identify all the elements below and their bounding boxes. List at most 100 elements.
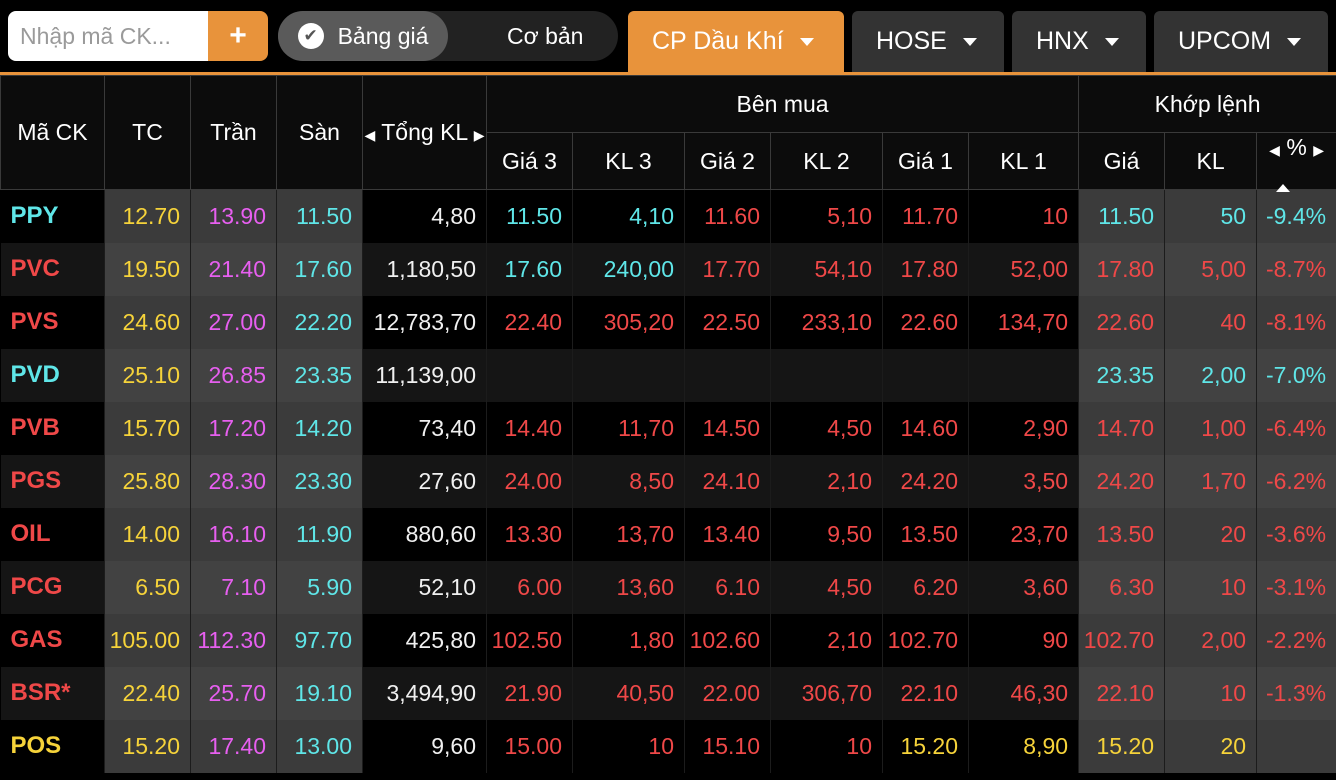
header-floor[interactable]: Sàn (276, 75, 363, 190)
ceiling-price-cell: 28.30 (190, 454, 277, 508)
total-volume-cell: 27,60 (362, 454, 487, 508)
chevron-right-icon[interactable]: ▶ (1313, 142, 1324, 158)
mode-price-board-button[interactable]: ✔ Bảng giá (278, 11, 448, 61)
bid-volume-3-cell: 4,10 (572, 189, 685, 243)
header-symbol[interactable]: Mã CK (0, 75, 105, 190)
floor-price-cell: 23.35 (276, 348, 363, 402)
ceiling-price-cell: 7.10 (190, 560, 277, 614)
ceiling-price-cell: 17.20 (190, 401, 277, 455)
table-row[interactable]: BSR* 22.40 25.70 19.10 3,494,90 21.90 40,50 22.… (0, 666, 1336, 720)
bid-price-2-cell: 22.00 (684, 666, 771, 720)
bid-price-1-cell: 14.60 (882, 401, 969, 455)
match-volume-cell: 10 (1164, 560, 1258, 614)
header-total-volume[interactable]: ◀ Tổng KL ▶ (362, 75, 487, 190)
total-volume-cell: 3,494,90 (362, 666, 487, 720)
chevron-down-icon (962, 37, 977, 46)
price-board-table: Mã CK TC Trần Sàn ◀ Tổng KL ▶ Bên mua Kh… (0, 75, 1336, 773)
bid-volume-3-cell: 1,80 (572, 613, 685, 667)
table-row[interactable]: PVD 25.10 26.85 23.35 11,139,00 23.35 2,00 -7.0… (0, 348, 1336, 402)
match-volume-cell: 1,70 (1164, 454, 1258, 508)
match-price-cell: 13.50 (1078, 507, 1166, 561)
symbol-cell[interactable]: BSR* (0, 666, 105, 720)
bid-price-3-cell: 13.30 (486, 507, 573, 561)
header-bid-price-2[interactable]: Giá 2 (684, 132, 771, 190)
table-row[interactable]: PVB 15.70 17.20 14.20 73,40 14.40 11,70 14.50 4,… (0, 401, 1336, 455)
table-row[interactable]: PVS 24.60 27.00 22.20 12,783,70 22.40 305,20 22… (0, 295, 1336, 349)
header-bid-vol-1[interactable]: KL 1 (967, 132, 1080, 190)
bid-volume-2-cell: 306,70 (770, 666, 883, 720)
mode-basic-button[interactable]: Cơ bản (507, 11, 583, 61)
bid-price-3-cell: 24.00 (486, 454, 573, 508)
table-row[interactable]: POS 15.20 17.40 13.00 9,60 15.00 10 15.10 10 15.2… (0, 719, 1336, 773)
total-volume-cell: 52,10 (362, 560, 487, 614)
header-match-volume[interactable]: KL (1164, 132, 1258, 190)
header-change-percent-label: % (1286, 134, 1307, 160)
bid-price-3-cell: 14.40 (486, 401, 573, 455)
ceiling-price-cell: 17.40 (190, 719, 277, 773)
header-change-percent[interactable]: ◀ % ▶ (1256, 132, 1336, 192)
change-percent-cell: -2.2% (1256, 613, 1336, 667)
tab-upcom[interactable]: UPCOM (1154, 11, 1328, 72)
ceiling-price-cell: 112.30 (190, 613, 277, 667)
symbol-cell[interactable]: PVD (0, 348, 105, 402)
symbol-cell[interactable]: POS (0, 719, 105, 773)
ref-price-cell: 19.50 (104, 242, 191, 296)
header-bid-price-1[interactable]: Giá 1 (882, 132, 969, 190)
header-matched: Khớp lệnh (1078, 75, 1336, 133)
toolbar: + ✔ Bảng giá Cơ bản CP Dầu Khí HOSE HNX … (0, 0, 1336, 75)
symbol-cell[interactable]: PPY (0, 189, 105, 243)
floor-price-cell: 13.00 (276, 719, 363, 773)
match-volume-cell: 2,00 (1164, 348, 1258, 402)
table-row[interactable]: PCG 6.50 7.10 5.90 52,10 6.00 13,60 6.10 4,50 6.2… (0, 560, 1336, 614)
match-price-cell: 11.50 (1078, 189, 1166, 243)
bid-volume-3-cell: 13,70 (572, 507, 685, 561)
bid-price-2-cell: 14.50 (684, 401, 771, 455)
table-row[interactable]: PPY 12.70 13.90 11.50 4,80 11.50 4,10 11.60 5,10… (0, 189, 1336, 243)
header-bid-vol-3[interactable]: KL 3 (572, 132, 685, 190)
header-bid-vol-2[interactable]: KL 2 (770, 132, 883, 190)
match-price-cell: 24.20 (1078, 454, 1166, 508)
bid-volume-2-cell: 233,10 (770, 295, 883, 349)
table-row[interactable]: PVC 19.50 21.40 17.60 1,180,50 17.60 240,00 17.… (0, 242, 1336, 296)
symbol-cell[interactable]: OIL (0, 507, 105, 561)
bid-volume-3-cell: 305,20 (572, 295, 685, 349)
table-row[interactable]: GAS 105.00 112.30 97.70 425,80 102.50 1,80 102.… (0, 613, 1336, 667)
tab-hose[interactable]: HOSE (852, 11, 1004, 72)
chevron-right-icon[interactable]: ▶ (473, 127, 485, 143)
symbol-cell[interactable]: GAS (0, 613, 105, 667)
symbol-cell[interactable]: PVB (0, 401, 105, 455)
ref-price-cell: 15.70 (104, 401, 191, 455)
header-ceiling[interactable]: Trần (190, 75, 277, 190)
bid-volume-1-cell: 3,60 (968, 560, 1080, 614)
bid-volume-1-cell: 23,70 (968, 507, 1080, 561)
table-row[interactable]: OIL 14.00 16.10 11.90 880,60 13.30 13,70 13.40 9… (0, 507, 1336, 561)
tab-hnx[interactable]: HNX (1012, 11, 1146, 72)
symbol-search-input[interactable] (8, 11, 208, 61)
bid-volume-3-cell: 240,00 (572, 242, 685, 296)
ref-price-cell: 12.70 (104, 189, 191, 243)
header-ref[interactable]: TC (104, 75, 191, 190)
bid-volume-3-cell: 8,50 (572, 454, 685, 508)
sort-ascending-icon[interactable] (1275, 184, 1290, 192)
symbol-cell[interactable]: PVS (0, 295, 105, 349)
table-row[interactable]: PGS 25.80 28.30 23.30 27,60 24.00 8,50 24.10 2,1… (0, 454, 1336, 508)
change-percent-cell: -6.4% (1256, 401, 1336, 455)
symbol-cell[interactable]: PCG (0, 560, 105, 614)
chevron-left-icon[interactable]: ◀ (1269, 142, 1280, 158)
add-symbol-button[interactable]: + (208, 11, 268, 61)
chevron-down-icon (1104, 37, 1119, 46)
match-price-cell: 23.35 (1078, 348, 1166, 402)
match-volume-cell: 1,00 (1164, 401, 1258, 455)
total-volume-cell: 9,60 (362, 719, 487, 773)
tab-oil-gas[interactable]: CP Dầu Khí (628, 11, 844, 72)
total-volume-cell: 880,60 (362, 507, 487, 561)
bid-price-2-cell: 22.50 (684, 295, 771, 349)
header-match-price[interactable]: Giá (1078, 132, 1166, 190)
symbol-cell[interactable]: PVC (0, 242, 105, 296)
total-volume-cell: 11,139,00 (362, 348, 487, 402)
chevron-left-icon[interactable]: ◀ (364, 127, 376, 143)
match-volume-cell: 20 (1164, 719, 1258, 773)
bid-price-1-cell: 15.20 (882, 719, 969, 773)
header-bid-price-3[interactable]: Giá 3 (486, 132, 573, 190)
symbol-cell[interactable]: PGS (0, 454, 105, 508)
